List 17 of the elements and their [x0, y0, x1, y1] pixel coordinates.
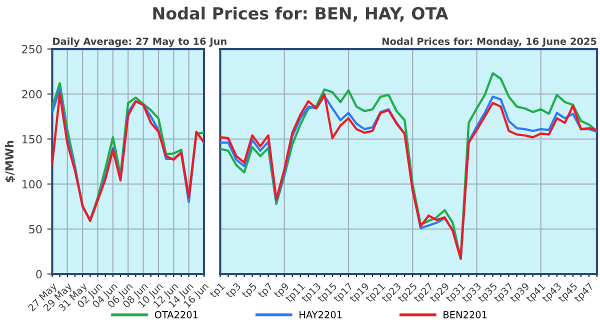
- y-tick-label: 100: [22, 180, 42, 188]
- legend-label: BEN2201: [444, 311, 487, 318]
- y-tick-label: 250: [22, 44, 42, 54]
- x-tick-label: tp5: [241, 282, 258, 300]
- y-tick-label: 200: [22, 90, 42, 98]
- legend-label: OTA2201: [154, 311, 198, 318]
- legend-label: HAY2201: [300, 311, 342, 318]
- y-axis-title: $/MWh: [4, 140, 16, 182]
- y-tick-label: 50: [29, 225, 42, 234]
- chart-subtitle: Nodal Prices for: Monday, 16 June 2025: [382, 37, 596, 47]
- text: Nodal Prices for: BEN, HAY, OTA: [153, 6, 448, 22]
- chart-subtitle: Daily Average: 27 May to 16 Jun: [53, 37, 226, 47]
- y-tick-label: 150: [22, 135, 42, 144]
- x-tick-label: tp3: [225, 282, 242, 300]
- y-tick-label: 0: [36, 270, 42, 278]
- x-tick-label: tp7: [257, 282, 274, 300]
- x-tick-label: tp1: [209, 282, 226, 300]
